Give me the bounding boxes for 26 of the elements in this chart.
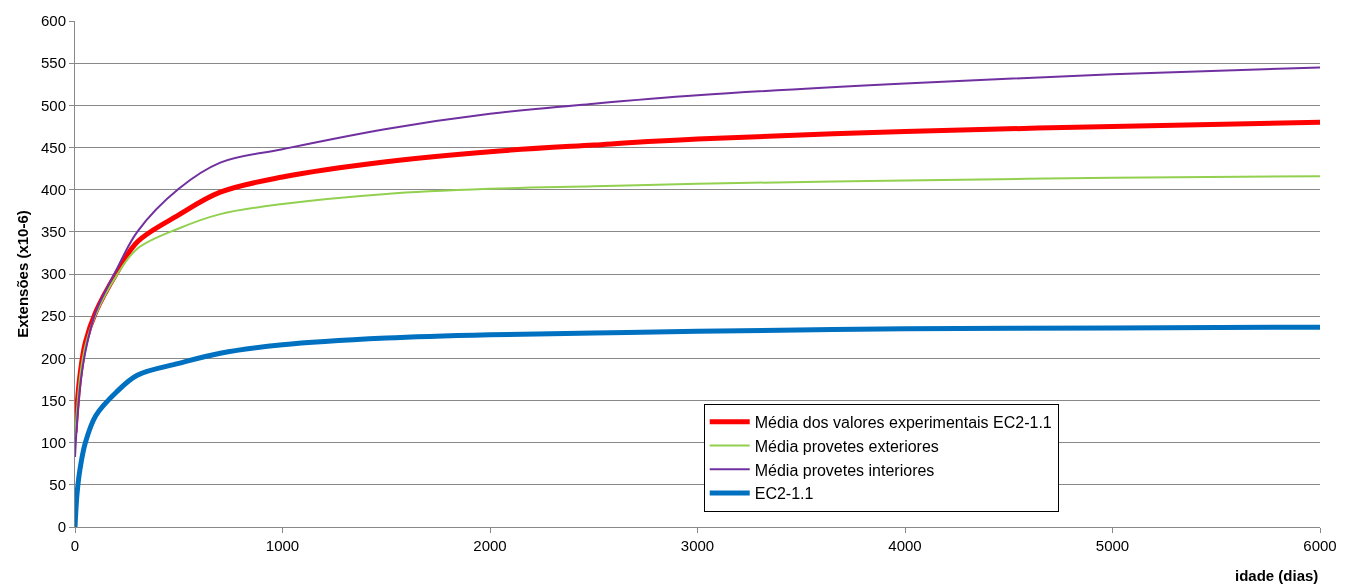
- y-tick-label: 500: [40, 96, 66, 114]
- y-tick-label: 250: [40, 307, 66, 325]
- y-tick-label: 350: [40, 223, 66, 241]
- x-tick-label: 3000: [680, 537, 715, 554]
- x-tick-label: 4000: [888, 537, 922, 554]
- y-tick-label: 550: [40, 54, 66, 72]
- x-tick-label: 0: [70, 537, 80, 554]
- y-tick-label: 300: [40, 265, 66, 283]
- x-tick-label: 2000: [473, 537, 507, 554]
- x-tick-label: 5000: [1095, 537, 1130, 554]
- x-tick-label: 1000: [265, 537, 300, 554]
- legend-label: Média provetes interiores: [754, 461, 935, 479]
- y-tick-label: 450: [40, 138, 66, 156]
- y-tick-label: 200: [40, 349, 66, 367]
- y-tick-label: 50: [49, 476, 66, 494]
- y-axis-title: Extensões (x10-6): [14, 210, 32, 338]
- y-tick-label: 400: [40, 180, 66, 198]
- y-tick-label: 0: [57, 518, 66, 536]
- legend-label: Média dos valores experimentais EC2-1.1: [754, 413, 1052, 431]
- x-tick-label: 6000: [1303, 537, 1337, 554]
- x-axis-title: idade (dias): [1235, 567, 1319, 584]
- legend-label: Média provetes exteriores: [754, 437, 939, 455]
- legend-label: EC2-1.1: [754, 485, 814, 503]
- y-tick-label: 100: [40, 433, 66, 451]
- y-tick-label: 150: [40, 391, 66, 409]
- y-tick-label: 600: [40, 12, 66, 30]
